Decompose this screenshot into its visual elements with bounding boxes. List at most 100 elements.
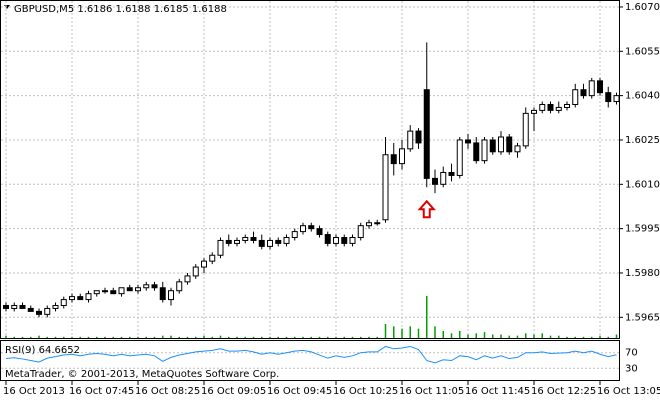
candle-body xyxy=(440,171,447,185)
candle-body xyxy=(27,307,34,312)
candle-body xyxy=(399,148,405,165)
candle-body xyxy=(3,304,9,309)
candle-body xyxy=(555,106,562,111)
candle-body xyxy=(432,177,438,185)
rsi-tick-label: 30 xyxy=(625,363,638,374)
candle-body xyxy=(126,287,133,292)
candle-body xyxy=(588,80,595,97)
candle-body xyxy=(481,139,488,162)
candle-body xyxy=(110,290,117,295)
x-tick-label: 16 Oct 11:45 xyxy=(465,386,530,397)
candle-body xyxy=(19,304,26,309)
candle-body xyxy=(522,112,529,147)
candle-body xyxy=(390,154,397,165)
y-tick-label: 1.6025 xyxy=(625,135,660,146)
rsi-line xyxy=(5,345,617,364)
candle-body xyxy=(275,239,282,244)
candle-body xyxy=(597,80,603,94)
y-tick-label: 1.6055 xyxy=(625,46,660,57)
x-tick-label: 16 Oct 09:45 xyxy=(267,386,332,397)
candle-body xyxy=(448,171,455,176)
candle-body xyxy=(44,307,51,315)
x-tick-label: 16 Oct 2013 xyxy=(3,386,65,397)
candle-body xyxy=(489,139,496,153)
candle-body xyxy=(184,275,191,283)
x-tick-label: 16 Oct 11:05 xyxy=(399,386,464,397)
candle-body xyxy=(135,287,141,292)
chart-title: GBPUSD,M5 1.6186 1.6188 1.6185 1.6188 xyxy=(14,4,227,15)
candle-body xyxy=(300,225,306,233)
candle-body xyxy=(374,222,381,225)
candle-body xyxy=(143,284,150,289)
candle-body xyxy=(60,299,67,306)
y-tick-label: 1.6070 xyxy=(625,2,660,13)
candle-body xyxy=(349,237,356,244)
candle-body xyxy=(283,237,290,244)
y-tick-label: 1.6040 xyxy=(625,91,660,102)
rsi-frame xyxy=(0,340,620,381)
candle-body xyxy=(382,154,389,221)
candle-body xyxy=(564,103,570,108)
candle-body xyxy=(159,287,166,301)
x-tick-label: 16 Oct 12:25 xyxy=(531,386,596,397)
x-tick-label: 16 Oct 13:05 xyxy=(597,386,660,397)
candle-body xyxy=(11,304,18,309)
candle-body xyxy=(547,103,554,111)
candle-body xyxy=(456,139,463,176)
candle-body xyxy=(572,89,579,105)
candle-body xyxy=(341,237,348,244)
rsi-title: RSI(9) 64.6652 xyxy=(5,345,80,356)
x-tick-label: 16 Oct 10:25 xyxy=(333,386,398,397)
x-tick-label: 16 Oct 08:25 xyxy=(135,386,200,397)
candle-body xyxy=(209,254,216,262)
candle-body xyxy=(366,222,372,227)
candle-body xyxy=(93,290,100,295)
candle-body xyxy=(613,95,620,103)
candle-body xyxy=(225,239,232,244)
x-tick-label: 16 Oct 09:05 xyxy=(201,386,266,397)
candle-body xyxy=(192,266,199,277)
candle-body xyxy=(506,136,513,153)
candle-body xyxy=(498,136,504,153)
candle-body xyxy=(531,109,537,114)
candle-body xyxy=(514,145,521,153)
candle-body xyxy=(102,290,108,293)
candle-body xyxy=(415,130,422,144)
candle-body xyxy=(316,228,323,236)
candle-body xyxy=(580,89,587,97)
candle-body xyxy=(151,284,158,289)
rsi-tick-label: 70 xyxy=(625,348,638,359)
candle-body xyxy=(407,130,414,150)
candle-body xyxy=(605,92,612,103)
candle-body xyxy=(176,281,183,292)
candle-body xyxy=(258,239,265,247)
candle-body xyxy=(267,239,273,247)
candle-body xyxy=(539,103,546,111)
signal-arrow xyxy=(417,199,436,219)
x-tick-label: 16 Oct 07:45 xyxy=(69,386,134,397)
candle-body xyxy=(69,296,75,301)
candle-body xyxy=(217,239,224,256)
candle-body xyxy=(85,293,92,301)
candle-body xyxy=(308,225,315,230)
y-tick-label: 1.6010 xyxy=(625,179,660,190)
main-frame xyxy=(0,0,620,339)
y-tick-label: 1.5965 xyxy=(625,312,660,323)
candle-body xyxy=(465,139,471,144)
candle-body xyxy=(473,142,480,162)
candle-body xyxy=(423,89,430,179)
candle-body xyxy=(324,234,331,244)
candle-body xyxy=(118,287,125,295)
candle-body xyxy=(52,304,59,309)
candle-body xyxy=(36,310,42,315)
candle-body xyxy=(201,260,207,268)
y-tick-label: 1.5995 xyxy=(625,224,660,235)
candle-body xyxy=(291,231,298,239)
candle-body xyxy=(234,239,240,244)
candle-body xyxy=(77,296,84,301)
candle-body xyxy=(333,237,339,244)
copyright: MetaTrader, © 2001-2013, MetaQuotes Soft… xyxy=(5,369,279,380)
candle-body xyxy=(357,225,364,239)
y-tick-label: 1.5980 xyxy=(625,268,660,279)
